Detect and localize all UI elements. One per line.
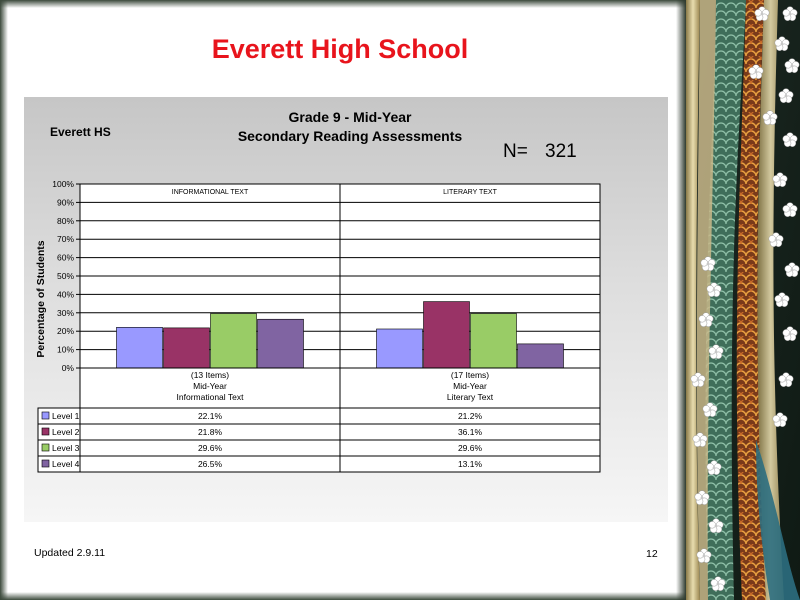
decorative-side-panel — [686, 0, 800, 600]
bar-level-3 — [470, 313, 517, 369]
y-tick-label: 60% — [57, 253, 74, 263]
data-value-label: 21.8% — [198, 427, 223, 437]
y-tick-label: 90% — [57, 197, 74, 207]
category-label-line: Informational Text — [177, 392, 245, 402]
bar-level-4 — [257, 318, 304, 369]
y-tick-label: 50% — [57, 271, 74, 281]
y-tick-label: 100% — [52, 179, 74, 189]
chart-title: Grade 9 - Mid-Year Secondary Reading Ass… — [200, 108, 500, 146]
page-number: 12 — [646, 548, 658, 560]
legend-label: Level 4 — [52, 459, 80, 469]
frame-edge-right — [676, 0, 686, 600]
legend-swatch — [41, 443, 50, 452]
data-value-label: 36.1% — [458, 427, 483, 437]
legend-swatch — [41, 427, 50, 436]
chart-title-line-2: Secondary Reading Assessments — [237, 128, 463, 144]
category-label-line: (17 Items) — [451, 370, 489, 380]
data-value-label: 26.5% — [198, 459, 223, 469]
school-label: Everett HS — [50, 125, 111, 139]
legend-swatch — [41, 411, 50, 420]
y-tick-label: 20% — [57, 326, 74, 336]
bar-level-1 — [376, 328, 423, 369]
frame-edge-left — [0, 0, 8, 600]
category-label-line: Literary Text — [447, 392, 494, 402]
n-value: 321 — [545, 141, 577, 162]
y-tick-label: 30% — [57, 308, 74, 318]
y-tick-label: 70% — [57, 234, 74, 244]
n-label: N= — [503, 141, 528, 162]
bar-level-1 — [116, 327, 163, 369]
legend-label: Level 1 — [52, 411, 80, 421]
group-header-strip — [81, 185, 339, 198]
slide-title: Everett High School — [211, 34, 469, 64]
chart-title-line-1: Grade 9 - Mid-Year — [288, 109, 412, 125]
bar-level-4 — [517, 343, 564, 369]
data-value-label: 29.6% — [458, 443, 483, 453]
y-tick-label: 0% — [62, 363, 75, 373]
data-value-label: 29.6% — [198, 443, 223, 453]
y-tick-label: 10% — [57, 345, 74, 355]
category-label-line: (13 Items) — [191, 370, 229, 380]
frame-edge-top — [0, 0, 690, 8]
bar-level-2 — [423, 301, 470, 369]
bar-level-3 — [210, 313, 257, 369]
frame-edge-bottom — [0, 592, 690, 600]
category-label-line: Mid-Year — [453, 381, 487, 391]
y-tick-label: 40% — [57, 289, 74, 299]
decorative-pattern-image — [686, 0, 800, 600]
legend-label: Level 2 — [52, 427, 80, 437]
group-header-strip — [341, 185, 599, 198]
updated-date: Updated 2.9.11 — [34, 547, 106, 559]
data-value-label: 22.1% — [198, 411, 223, 421]
data-value-label: 21.2% — [458, 411, 483, 421]
category-label-line: Mid-Year — [193, 381, 227, 391]
y-tick-label: 80% — [57, 216, 74, 226]
legend-label: Level 3 — [52, 443, 80, 453]
data-value-label: 13.1% — [458, 459, 483, 469]
group-header: INFORMATIONAL TEXT — [172, 189, 249, 196]
group-header: LITERARY TEXT — [443, 189, 497, 196]
legend-swatch — [41, 459, 50, 468]
bar-level-2 — [163, 327, 210, 369]
